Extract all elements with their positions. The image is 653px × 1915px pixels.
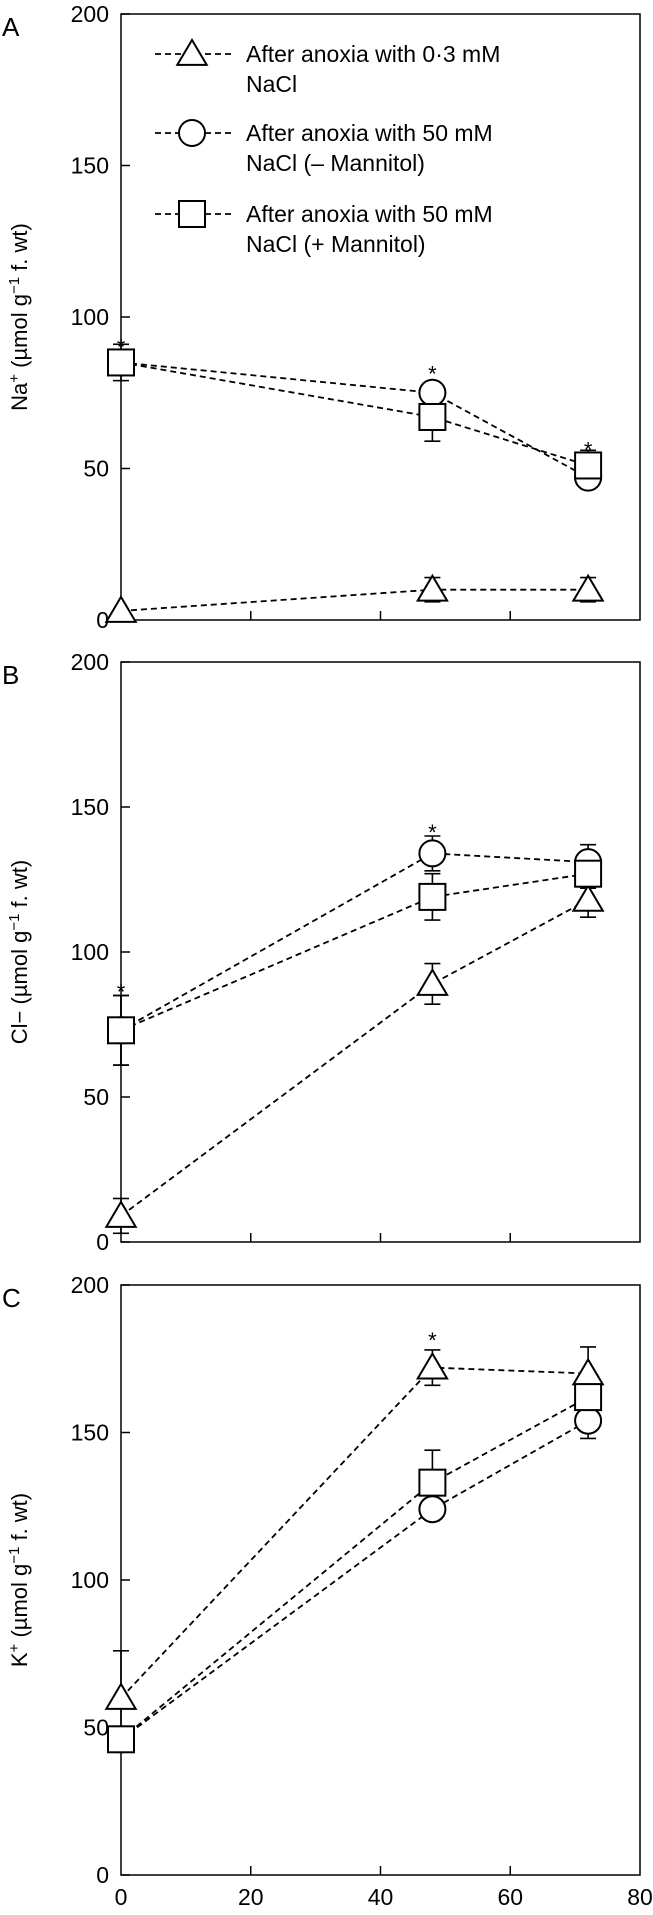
data-point-square xyxy=(107,1016,135,1045)
significance-marker: * xyxy=(428,1328,437,1353)
panel-letter: B xyxy=(2,660,19,690)
legend-label: After anoxia with 0·3 mM xyxy=(246,41,500,67)
y-tick-label: 0 xyxy=(96,1862,109,1888)
plot-frame xyxy=(120,661,641,1243)
series-line-square xyxy=(120,361,589,467)
data-point-triangle xyxy=(104,1199,138,1228)
y-tick-label: 200 xyxy=(71,649,109,675)
significance-marker: * xyxy=(428,820,437,845)
data-point-triangle xyxy=(415,573,449,602)
data-point-triangle xyxy=(415,967,449,996)
significance-marker: * xyxy=(117,334,126,359)
data-point-square xyxy=(107,1725,135,1754)
y-tick-label: 50 xyxy=(83,1084,109,1110)
plot-frame xyxy=(120,13,641,621)
y-axis-label: Cl− (µmol g−1 f. wt) xyxy=(6,860,33,1044)
data-point-square xyxy=(574,859,603,888)
data-point-square xyxy=(574,1383,603,1412)
series-line-circle xyxy=(120,1419,589,1741)
series-line-circle xyxy=(120,361,589,479)
x-tick-label: 20 xyxy=(238,1884,264,1910)
y-tick-label: 100 xyxy=(71,939,109,965)
y-axis-label: Na+ (µmol g−1 f. wt) xyxy=(6,223,33,411)
x-tick-label: 60 xyxy=(497,1884,523,1910)
data-point-square xyxy=(107,348,135,377)
plot-frame xyxy=(120,1284,641,1876)
series-line-circle xyxy=(120,852,589,1032)
panel-letter: C xyxy=(2,1283,21,1313)
data-point-circle xyxy=(418,839,447,868)
x-tick-label: 40 xyxy=(368,1884,394,1910)
data-point-circle xyxy=(418,1495,447,1524)
legend-label: NaCl (+ Mannitol) xyxy=(246,231,426,257)
data-point-triangle xyxy=(571,1357,605,1386)
legend-marker-circle xyxy=(178,119,206,147)
data-point-square xyxy=(418,882,447,911)
data-point-triangle xyxy=(571,573,605,602)
significance-marker: * xyxy=(584,437,593,462)
data-point-triangle xyxy=(415,1351,449,1380)
significance-marker: * xyxy=(428,362,437,387)
y-tick-label: 150 xyxy=(71,153,109,179)
series-line-square xyxy=(120,872,589,1032)
data-point-circle xyxy=(574,1406,603,1435)
legend-label: NaCl (– Mannitol) xyxy=(246,150,425,176)
significance-marker: * xyxy=(117,980,126,1005)
legend-label: After anoxia with 50 mM xyxy=(246,120,493,146)
panel-C: C 0 50 100 150 200 0 20 40 60 80 K+ (µmol g−1 f. wt… xyxy=(2,1272,653,1910)
y-tick-label: 0 xyxy=(96,1229,109,1255)
legend-label: NaCl xyxy=(246,71,297,97)
x-tick-label: 0 xyxy=(115,1884,128,1910)
y-tick-label: 100 xyxy=(71,1567,109,1593)
series-line-triangle xyxy=(120,1366,589,1699)
series-line-triangle xyxy=(120,899,589,1217)
legend: After anoxia with 0·3 mM NaCl After anoxia… xyxy=(155,38,500,257)
data-point-triangle xyxy=(571,883,605,912)
legend-marker-square xyxy=(178,200,206,228)
y-tick-label: 100 xyxy=(71,304,109,330)
legend-marker-triangle xyxy=(175,38,209,66)
y-tick-label: 200 xyxy=(71,1,109,27)
y-tick-label: 150 xyxy=(71,1420,109,1446)
y-tick-label: 200 xyxy=(71,1272,109,1298)
data-point-square xyxy=(418,402,447,431)
data-point-square xyxy=(418,1468,447,1497)
legend-label: After anoxia with 50 mM xyxy=(246,201,493,227)
panel-A: A 0 50 100 150 200 Na+ (µmol g−1 f. wt) * * * Afte… xyxy=(2,1,641,633)
y-tick-label: 150 xyxy=(71,794,109,820)
series-line-square xyxy=(120,1396,589,1740)
panel-letter: A xyxy=(2,12,20,42)
data-point-triangle xyxy=(104,594,138,623)
y-axis-label: K+ (µmol g−1 f. wt) xyxy=(6,1493,33,1667)
data-point-square xyxy=(574,451,603,480)
y-tick-label: 0 xyxy=(96,607,109,633)
data-point-triangle xyxy=(104,1682,138,1710)
panel-B: B 0 50 100 150 200 Cl− (µmol g−1 f. wt) * * xyxy=(2,649,641,1255)
x-tick-label: 80 xyxy=(627,1884,653,1910)
series-line-triangle xyxy=(120,588,589,612)
y-tick-label: 50 xyxy=(83,1715,109,1741)
y-tick-label: 50 xyxy=(83,456,109,482)
